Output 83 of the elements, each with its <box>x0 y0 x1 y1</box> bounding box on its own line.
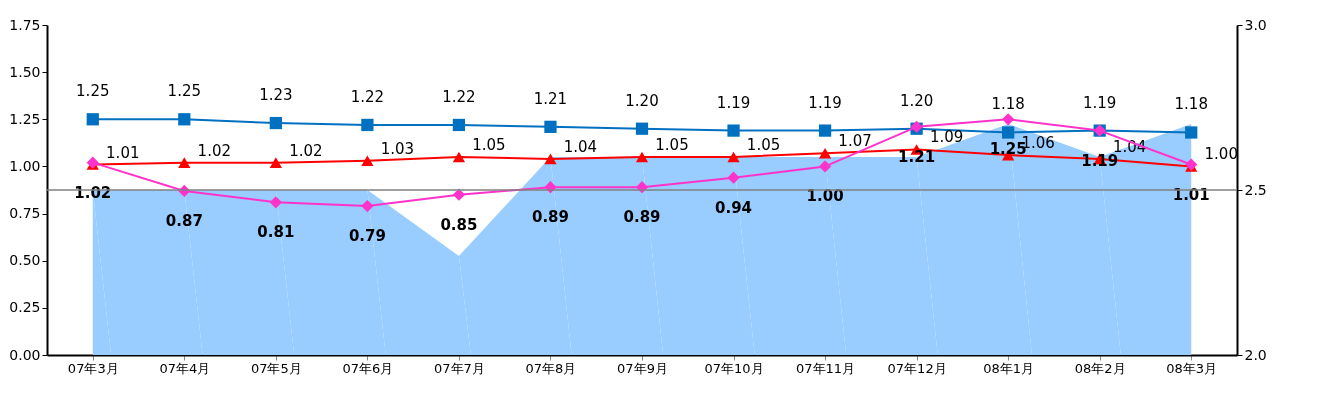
y-tick-label: 1.25 <box>9 110 41 127</box>
x-tick-label: 07年3月 <box>67 360 119 376</box>
data-label: 0.89 <box>623 208 661 227</box>
y2-tick-label: 2.0 <box>1244 346 1267 363</box>
point <box>178 113 191 126</box>
data-label: 0.85 <box>440 215 478 234</box>
y-tick-label: 1.75 <box>9 16 41 33</box>
point <box>818 160 832 173</box>
data-label: 1.20 <box>899 91 934 110</box>
data-label: 1.22 <box>442 87 476 106</box>
data-label: 1.05 <box>746 136 781 154</box>
data-label: 1.19 <box>1082 93 1117 112</box>
data-label: 0.79 <box>348 227 386 246</box>
data-label: 1.07 <box>838 132 872 151</box>
data-label: 1.21 <box>533 89 568 108</box>
data-label: 1.21 <box>898 147 936 166</box>
data-label: 1.18 <box>991 95 1025 114</box>
y2-tick-label: 2.5 <box>1244 181 1267 198</box>
data-label: 1.00 <box>806 187 844 206</box>
data-label: 1.22 <box>350 87 385 106</box>
data-label: 1.25 <box>167 82 202 101</box>
x-tick-label: 07年12月 <box>887 360 947 376</box>
x-tick-label: 07年4月 <box>159 360 211 376</box>
x-tick-label: 08年1月 <box>983 360 1035 376</box>
data-label: 1.03 <box>380 139 415 158</box>
data-label: 1.02 <box>74 183 112 202</box>
data-label: 1.23 <box>259 86 293 105</box>
point <box>544 120 557 133</box>
point <box>1185 126 1198 139</box>
y-tick-label: 1.00 <box>9 157 41 174</box>
x-tick-label: 08年3月 <box>1166 360 1218 376</box>
x-tick-label: 07年7月 <box>434 360 485 376</box>
point <box>361 199 374 213</box>
point <box>818 147 832 159</box>
data-label: 1.25 <box>76 82 110 101</box>
point <box>269 116 282 130</box>
data-label: 0.81 <box>257 223 295 242</box>
point <box>635 151 649 163</box>
point <box>86 113 99 126</box>
data-label: 1.20 <box>625 91 659 110</box>
y-tick-label: 1.50 <box>9 63 41 80</box>
y-tick-label: 0.50 <box>9 252 41 269</box>
x-tick-label: 07年9月 <box>617 360 668 376</box>
data-label: 1.00 <box>1204 145 1238 164</box>
point <box>361 155 374 167</box>
y-tick-label: 0.00 <box>9 346 41 363</box>
x-tick-label: 08年2月 <box>1074 360 1126 376</box>
point <box>727 124 740 137</box>
data-label: 0.89 <box>531 208 569 227</box>
point <box>727 171 740 184</box>
data-label: 1.18 <box>1174 95 1208 114</box>
point <box>727 151 740 163</box>
data-label: 1.09 <box>929 128 964 147</box>
data-label: 1.05 <box>655 136 689 154</box>
data-label: 1.02 <box>289 141 323 160</box>
y-tick-label: 0.25 <box>9 299 41 316</box>
data-label: 1.01 <box>1172 185 1210 204</box>
data-label: 1.02 <box>197 141 232 160</box>
point <box>269 196 282 209</box>
point <box>1002 126 1015 139</box>
x-tick-label: 07年10月 <box>704 360 764 376</box>
point <box>818 124 832 137</box>
data-label: 1.05 <box>472 136 506 154</box>
data-label: 1.01 <box>106 143 140 162</box>
point <box>544 153 557 165</box>
point <box>452 118 466 132</box>
data-label: 1.04 <box>563 137 598 156</box>
data-label: 1.19 <box>716 93 751 112</box>
data-label: 1.19 <box>808 93 842 112</box>
point <box>178 157 191 168</box>
y2-tick-label: 3.0 <box>1244 16 1267 33</box>
point <box>361 118 374 132</box>
point <box>1002 113 1015 126</box>
point <box>635 122 649 135</box>
x-tick-label: 07年5月 <box>250 360 302 376</box>
data-label: 0.94 <box>715 198 753 217</box>
data-label: 0.87 <box>165 211 203 230</box>
point <box>269 157 282 168</box>
point <box>452 151 466 163</box>
x-tick-label: 07年11月 <box>796 360 856 376</box>
x-tick-label: 07年6月 <box>342 360 394 376</box>
x-tick-label: 07年8月 <box>525 360 577 376</box>
y-tick-label: 0.75 <box>9 205 41 222</box>
